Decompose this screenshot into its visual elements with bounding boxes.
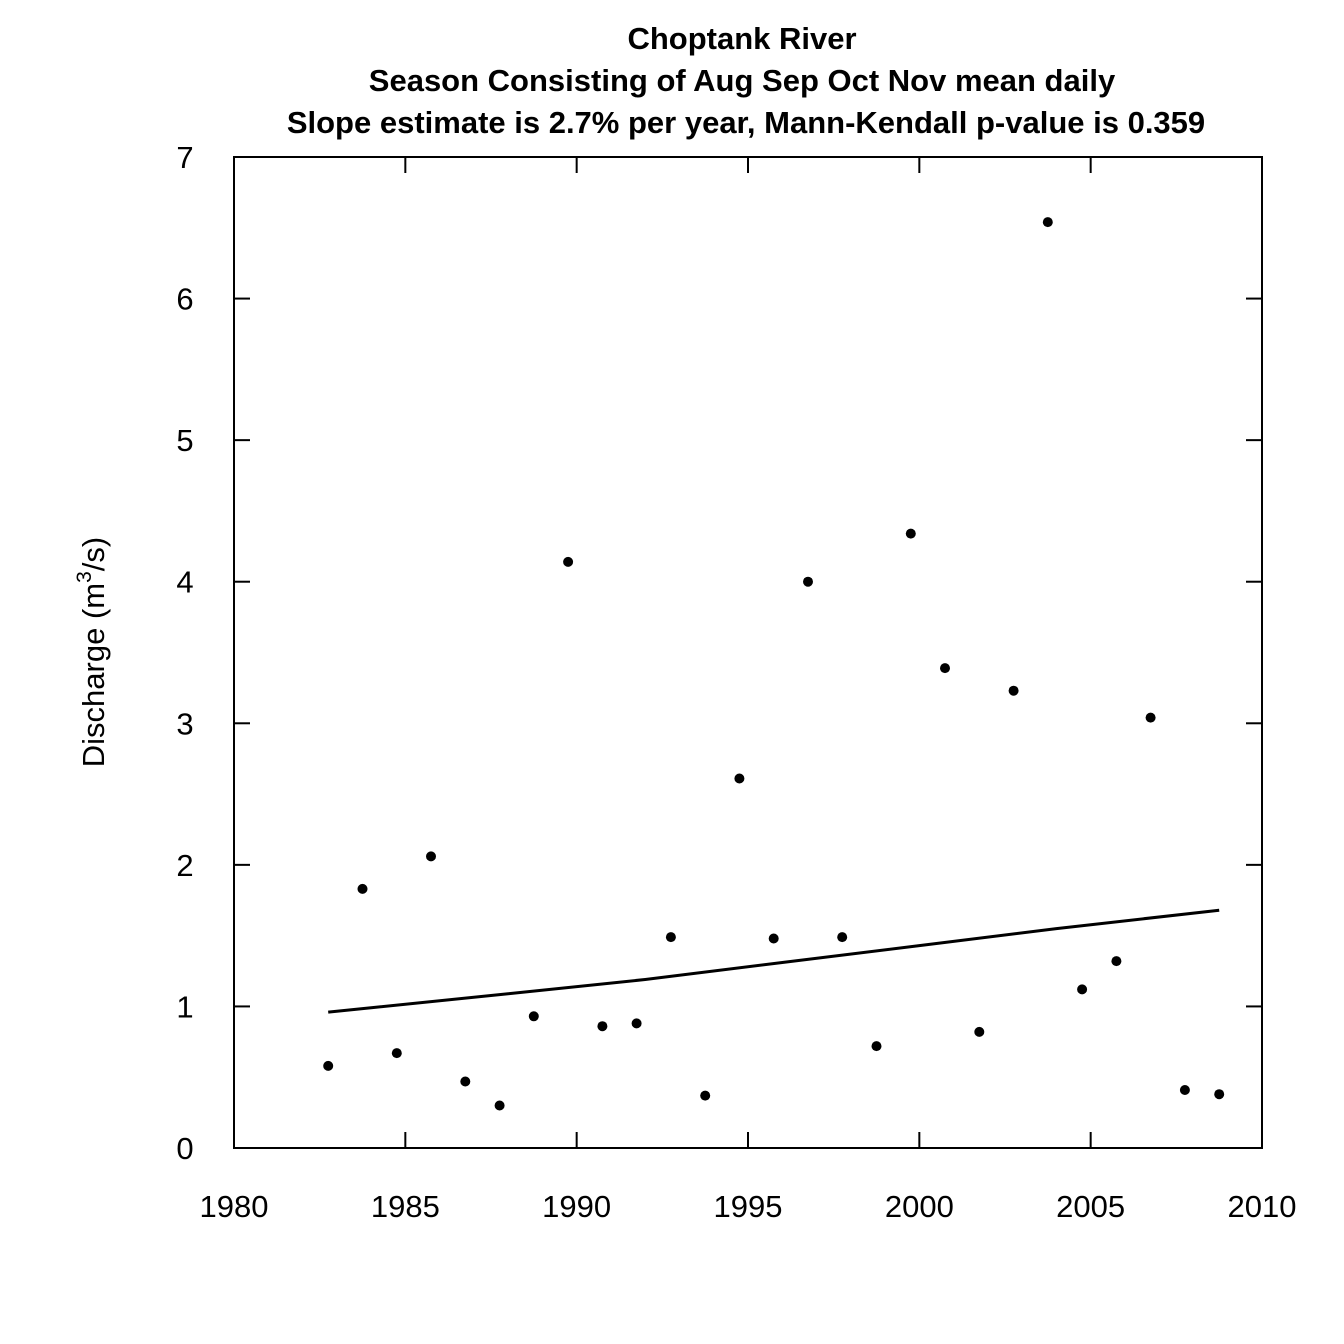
chart-subtitle-2: Slope estimate is 2.7% per year, Mann-Ke…: [287, 105, 1205, 140]
y-axis-tick-labels: 0 1 2 3 4 5 6 7: [176, 140, 193, 1166]
data-point: [323, 1060, 334, 1071]
y-tick-label: 5: [176, 423, 193, 458]
data-point: [700, 1090, 711, 1101]
data-point: [1042, 217, 1053, 228]
chart-title: Choptank River: [627, 21, 856, 56]
x-tick-label: 1980: [200, 1189, 269, 1224]
y-axis-title: Discharge (m3/s): [73, 537, 111, 767]
plot-frame: [233, 156, 1263, 1149]
data-point: [768, 933, 779, 944]
y-tick-label: 7: [176, 140, 193, 175]
data-point: [494, 1100, 505, 1111]
data-point: [734, 773, 745, 784]
data-point: [391, 1048, 402, 1059]
data-point: [1008, 685, 1019, 696]
data-point: [1214, 1089, 1225, 1100]
data-point: [1077, 984, 1088, 995]
data-point: [837, 932, 848, 943]
data-point: [1111, 956, 1122, 967]
data-point: [905, 528, 916, 539]
y-axis-title-suffix: /s): [76, 537, 111, 571]
data-point: [460, 1076, 471, 1087]
data-point: [528, 1011, 539, 1022]
x-tick-label: 1990: [542, 1189, 611, 1224]
data-point: [1145, 712, 1156, 723]
y-tick-label: 3: [176, 706, 193, 741]
data-point: [871, 1041, 882, 1052]
trend-line: [328, 908, 1220, 1014]
x-tick-label: 1985: [371, 1189, 440, 1224]
x-tick-label: 2010: [1228, 1189, 1297, 1224]
y-axis-ticks: [234, 297, 1262, 1008]
data-point: [665, 932, 676, 943]
y-tick-label: 1: [176, 989, 193, 1024]
x-axis-ticks: [404, 157, 1092, 1148]
y-axis-title-superscript: 3: [73, 571, 96, 583]
data-points: [323, 217, 1225, 1111]
data-point: [563, 556, 574, 567]
y-tick-label: 6: [176, 282, 193, 317]
x-tick-label: 1995: [714, 1189, 783, 1224]
y-axis-title-main: Discharge (m: [76, 583, 111, 767]
y-tick-label: 4: [176, 565, 193, 600]
data-point: [940, 663, 950, 674]
x-tick-label: 2000: [885, 1189, 954, 1224]
data-point: [803, 576, 813, 587]
data-point: [1179, 1085, 1190, 1095]
data-point: [357, 883, 368, 894]
data-point: [631, 1018, 642, 1029]
data-point: [597, 1021, 608, 1032]
x-tick-label: 2005: [1056, 1189, 1125, 1224]
chart-subtitle-1: Season Consisting of Aug Sep Oct Nov mea…: [369, 63, 1116, 98]
y-tick-label: 0: [176, 1131, 193, 1166]
y-tick-label: 2: [176, 848, 193, 883]
data-point: [974, 1026, 985, 1037]
data-point: [426, 851, 436, 862]
x-axis-tick-labels: 1980 1985 1990 1995 2000 2005 2010: [200, 1189, 1297, 1224]
